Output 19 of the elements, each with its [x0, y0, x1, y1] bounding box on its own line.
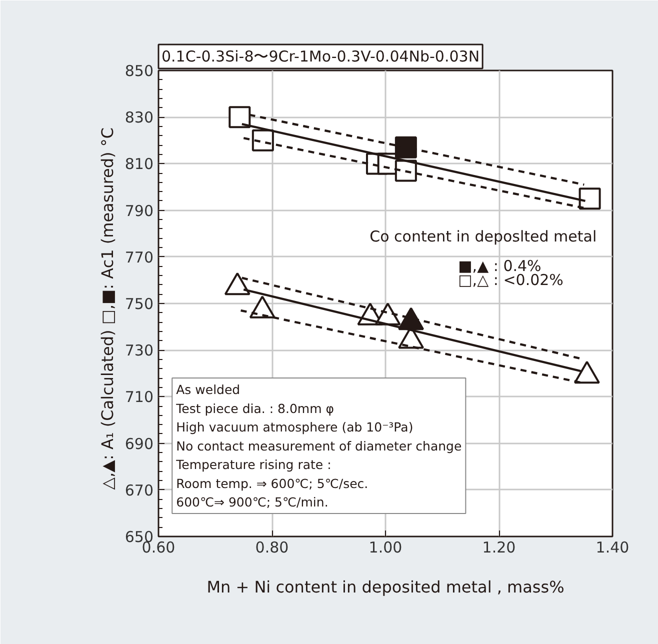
y-tick-label: 670	[124, 481, 154, 500]
chart-title: 0.1C-0.3Si-8〜9Cr-1Mo-0.3V-0.04Nb-0.03N	[162, 48, 480, 66]
y-tick-label: 830	[124, 108, 154, 127]
annotation: Co content in deposlted metal	[370, 227, 597, 246]
y-tick-label: 850	[124, 62, 154, 80]
y-axis-title: △,▲: A₁ (Calculated) □,■: Ac1 (measured) °C	[98, 127, 117, 490]
y-tick-label: 710	[124, 388, 154, 406]
y-tick-label: 810	[124, 155, 154, 174]
y-tick-label: 750	[124, 295, 154, 313]
annotation: As welded Test piece dia. : 8.0mm φ High vacuum atmosphere (ab 10⁻³Pa) No contact measurement of diameter change Temperature rising rate : Room temp. ⇒ 600℃; 5℃/sec. 600℃⇒ 900℃; 5℃/min.	[175, 382, 462, 510]
y-tick-label: 790	[124, 202, 154, 220]
x-tick-label: 1.00	[368, 538, 402, 556]
y-tick-label: 730	[124, 342, 154, 360]
x-tick-label: 1.40	[596, 538, 630, 556]
x-tick-label: 0.80	[255, 538, 289, 556]
y-tick-label: 690	[124, 434, 154, 453]
y-tick-label: 770	[124, 248, 154, 266]
x-tick-label: 1.20	[482, 538, 516, 556]
x-axis-title: Mn + Ni content in deposited metal , mass%	[206, 578, 564, 596]
